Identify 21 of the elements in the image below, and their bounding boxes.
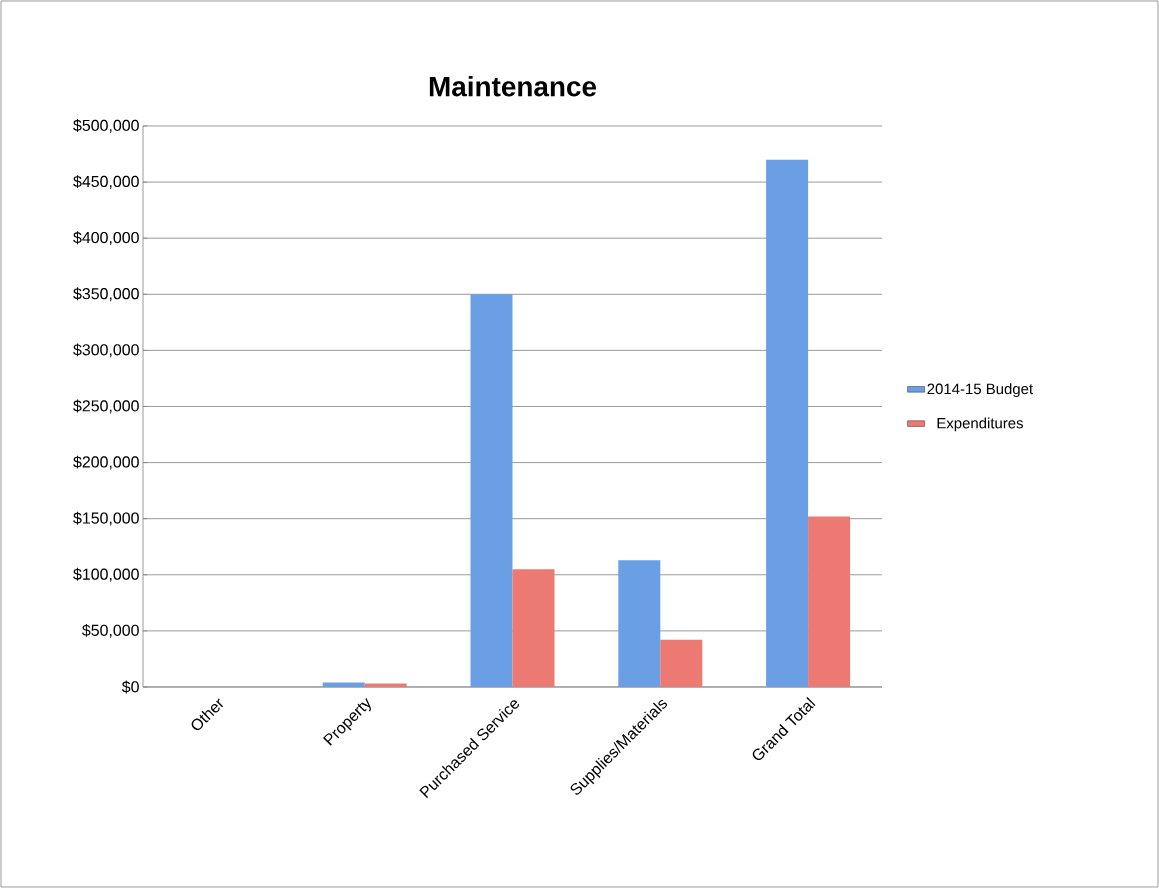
legend-label: 2014-15 Budget — [927, 383, 1033, 398]
y-tick-label: $150,000 — [73, 511, 139, 526]
bar — [808, 516, 851, 687]
y-tick-label: $200,000 — [73, 455, 139, 470]
y-tick-label: $350,000 — [73, 287, 139, 302]
y-tick-label: $100,000 — [73, 567, 139, 582]
y-tick-label: $250,000 — [73, 399, 139, 414]
y-tick-label: $300,000 — [73, 343, 139, 358]
bar — [512, 569, 555, 687]
bar — [660, 639, 703, 687]
bar — [618, 560, 661, 687]
y-tick-label: $400,000 — [73, 231, 139, 246]
y-tick-label: $50,000 — [82, 623, 139, 638]
legend-label: Expenditures — [937, 417, 1023, 432]
chart-title: Maintenance — [429, 76, 597, 97]
y-tick-label: $0 — [121, 680, 139, 694]
bar — [322, 682, 365, 687]
bar — [470, 294, 513, 687]
y-tick-label: $500,000 — [73, 119, 139, 133]
y-tick-label: $450,000 — [73, 175, 139, 189]
bar — [766, 159, 809, 687]
